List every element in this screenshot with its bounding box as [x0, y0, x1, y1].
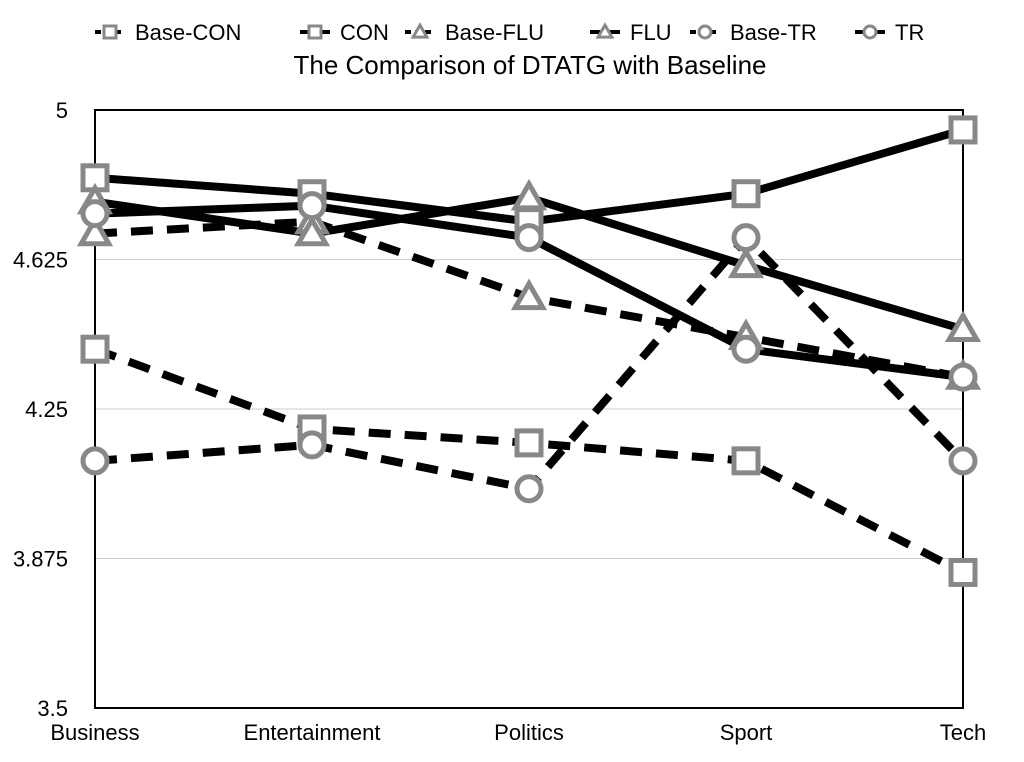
legend-marker-swatch [595, 22, 615, 39]
legend-marker-swatch [697, 24, 713, 40]
data-point-base-tr [731, 223, 761, 253]
x-tick-label: Tech [940, 720, 986, 745]
legend-label: Base-FLU [445, 20, 544, 45]
y-tick-label: 4.25 [25, 397, 68, 422]
chart-title: The Comparison of DTATG with Baseline [294, 50, 767, 80]
x-tick-label: Sport [720, 720, 773, 745]
legend-item: Base-CON [95, 20, 241, 45]
y-tick-label: 4.625 [13, 248, 68, 273]
y-tick-label: 3.5 [37, 696, 68, 721]
legend-label: Base-TR [730, 20, 817, 45]
data-point-base-flu [510, 278, 548, 311]
data-point-tr [948, 362, 978, 392]
legend-marker-swatch [307, 24, 323, 40]
data-point-base-tr [514, 474, 544, 504]
data-point-base-con [731, 446, 761, 476]
data-point-flu [510, 178, 548, 211]
x-tick-label: Entertainment [244, 720, 381, 745]
legend: Base-CON CON Base-FLU FLU Base-TR TR [95, 20, 924, 45]
x-tick-label: Politics [494, 720, 564, 745]
data-point-flu [727, 246, 765, 279]
data-point-flu [944, 310, 982, 342]
series-line-base-con [93, 345, 965, 577]
y-tick-label: 5 [56, 98, 68, 123]
data-point-base-tr [80, 446, 110, 476]
data-point-tr [80, 199, 110, 229]
legend-item: Base-TR [690, 20, 817, 45]
x-tick-label: Business [50, 720, 139, 745]
legend-item: Base-FLU [405, 20, 544, 45]
data-point-tr [297, 191, 327, 221]
y-tick-label: 3.875 [13, 547, 68, 572]
legend-label: TR [895, 20, 924, 45]
data-point-tr [731, 334, 761, 364]
data-point-flu [293, 214, 331, 247]
data-point-tr [514, 223, 544, 253]
data-point-base-flu [76, 214, 114, 247]
data-point-base-con [514, 428, 544, 458]
legend-label: Base-CON [135, 20, 241, 45]
data-point-base-con [80, 334, 110, 364]
plot-area [94, 109, 964, 709]
legend-marker-swatch [102, 24, 118, 40]
legend-marker-swatch [410, 22, 430, 39]
data-point-base-tr [297, 430, 327, 460]
legend-label: CON [340, 20, 389, 45]
y-axis: 5 4.625 4.25 3.875 3.5 [13, 98, 68, 721]
legend-item: FLU [590, 20, 672, 45]
legend-item: TR [855, 20, 924, 45]
data-point-base-tr [948, 446, 978, 476]
grid [95, 259, 963, 559]
data-point-con [948, 115, 978, 145]
data-point-base-con [948, 557, 978, 587]
x-axis: Business Entertainment Politics Sport Tech [50, 720, 986, 745]
legend-marker-swatch [862, 24, 878, 40]
series-markers [76, 115, 982, 587]
legend-label: FLU [630, 20, 672, 45]
data-point-con [731, 179, 761, 209]
legend-item: CON [300, 20, 389, 45]
